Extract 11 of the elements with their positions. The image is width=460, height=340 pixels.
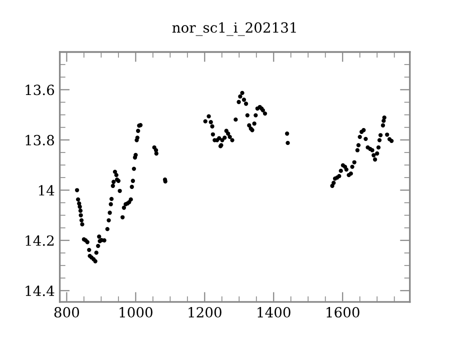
y-tick-label: 13.8	[26, 134, 54, 146]
chart-title: nor_sc1_i_202131	[172, 22, 296, 36]
x-tick-label: 1000	[120, 307, 152, 318]
y-tick-label: 14	[38, 185, 54, 196]
y-tick-label: 14.2	[26, 235, 54, 246]
x-tick-label: 800	[54, 307, 80, 318]
x-tick-label: 1200	[188, 307, 222, 318]
x-tick-label: 1600	[326, 307, 360, 318]
y-tick-label: 13.6	[26, 84, 54, 96]
x-tick-label: 1400	[258, 307, 290, 318]
y-tick-label: 14.4	[26, 286, 54, 296]
